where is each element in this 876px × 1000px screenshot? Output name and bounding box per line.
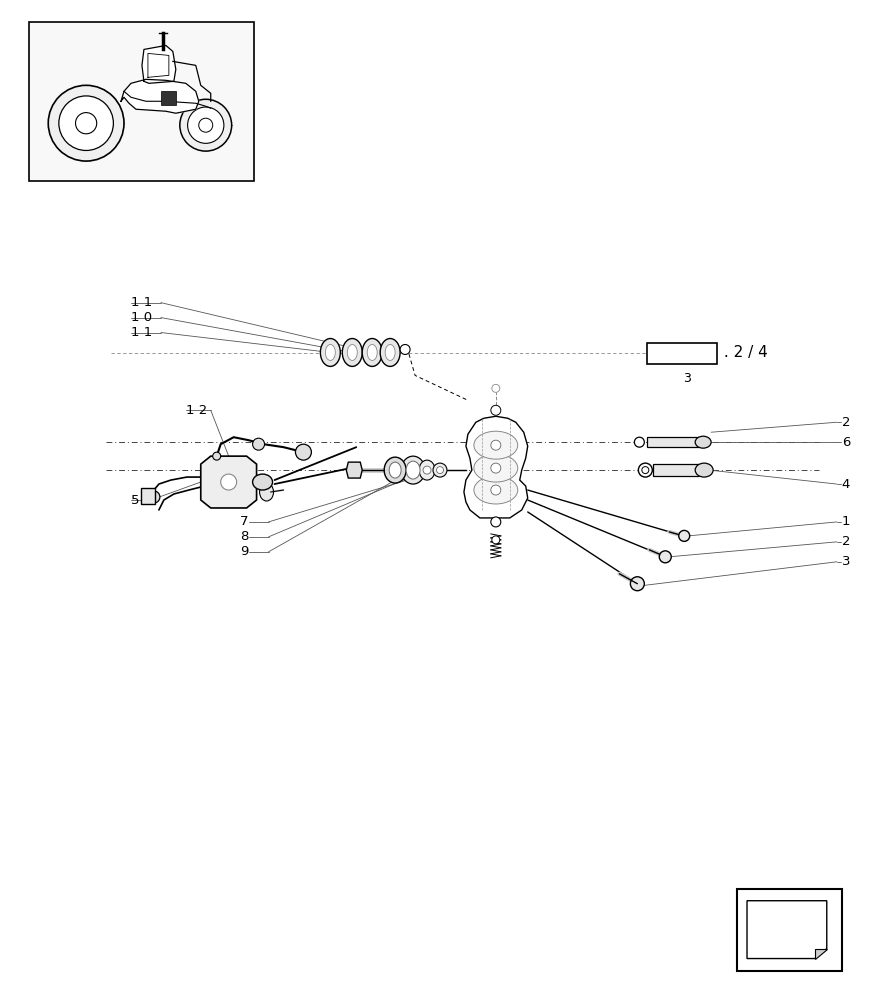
Text: 2: 2: [842, 535, 851, 548]
Circle shape: [148, 491, 160, 503]
Text: . 2 / 4: . 2 / 4: [719, 345, 768, 360]
Ellipse shape: [385, 457, 406, 483]
Ellipse shape: [259, 483, 273, 501]
Polygon shape: [815, 949, 827, 959]
Ellipse shape: [347, 344, 357, 360]
Circle shape: [491, 536, 500, 544]
Ellipse shape: [363, 339, 382, 366]
Ellipse shape: [696, 436, 711, 448]
Text: 3: 3: [842, 555, 851, 568]
Circle shape: [660, 551, 671, 563]
Text: 2: 2: [842, 416, 851, 429]
Ellipse shape: [325, 344, 336, 360]
Circle shape: [433, 463, 447, 477]
Bar: [141, 488, 155, 504]
Polygon shape: [142, 45, 176, 83]
Ellipse shape: [321, 339, 340, 366]
Ellipse shape: [406, 461, 420, 479]
Circle shape: [491, 384, 500, 392]
Text: 4: 4: [842, 478, 850, 491]
Circle shape: [75, 113, 96, 134]
Polygon shape: [653, 464, 699, 476]
Polygon shape: [346, 462, 363, 478]
Text: 1 0: 1 0: [131, 311, 152, 324]
Polygon shape: [121, 79, 199, 113]
Text: 1 1: 1 1: [131, 296, 152, 309]
Bar: [29, 22, 253, 181]
Text: 1 1: 1 1: [131, 326, 152, 339]
Circle shape: [491, 440, 501, 450]
Text: 6: 6: [842, 436, 850, 449]
Text: 1 2: 1 2: [186, 404, 207, 417]
Polygon shape: [747, 901, 827, 959]
Circle shape: [491, 463, 501, 473]
Circle shape: [59, 96, 113, 150]
Circle shape: [180, 99, 231, 151]
Polygon shape: [464, 416, 527, 518]
Circle shape: [631, 577, 645, 591]
Circle shape: [213, 452, 221, 460]
Ellipse shape: [474, 431, 518, 459]
Ellipse shape: [380, 339, 400, 366]
Bar: [647, 343, 717, 364]
Ellipse shape: [474, 476, 518, 504]
Text: 1: 1: [842, 515, 851, 528]
Ellipse shape: [474, 454, 518, 482]
Circle shape: [295, 444, 311, 460]
Circle shape: [423, 466, 431, 474]
Text: 8: 8: [240, 530, 249, 543]
Bar: [737, 889, 842, 971]
Circle shape: [436, 467, 443, 474]
Circle shape: [187, 107, 224, 143]
Polygon shape: [161, 91, 176, 105]
Circle shape: [48, 85, 124, 161]
Text: 7: 7: [240, 515, 249, 528]
Ellipse shape: [696, 463, 713, 477]
Ellipse shape: [343, 339, 363, 366]
Circle shape: [679, 530, 689, 541]
Circle shape: [634, 437, 645, 447]
Polygon shape: [647, 437, 699, 447]
Circle shape: [199, 118, 213, 132]
Ellipse shape: [252, 474, 272, 490]
Ellipse shape: [385, 344, 395, 360]
Ellipse shape: [401, 456, 425, 484]
Circle shape: [400, 344, 410, 354]
Circle shape: [642, 467, 649, 474]
Circle shape: [491, 405, 501, 415]
Circle shape: [491, 485, 501, 495]
Ellipse shape: [419, 460, 435, 480]
Text: 5: 5: [131, 493, 139, 506]
Circle shape: [221, 474, 237, 490]
Text: 9: 9: [240, 545, 249, 558]
Circle shape: [639, 463, 653, 477]
Circle shape: [491, 517, 501, 527]
Text: 3: 3: [683, 372, 691, 385]
Ellipse shape: [367, 344, 378, 360]
Ellipse shape: [389, 462, 401, 478]
Text: 1 . 3 3: 1 . 3 3: [658, 345, 707, 360]
Circle shape: [252, 438, 265, 450]
Polygon shape: [201, 456, 257, 508]
